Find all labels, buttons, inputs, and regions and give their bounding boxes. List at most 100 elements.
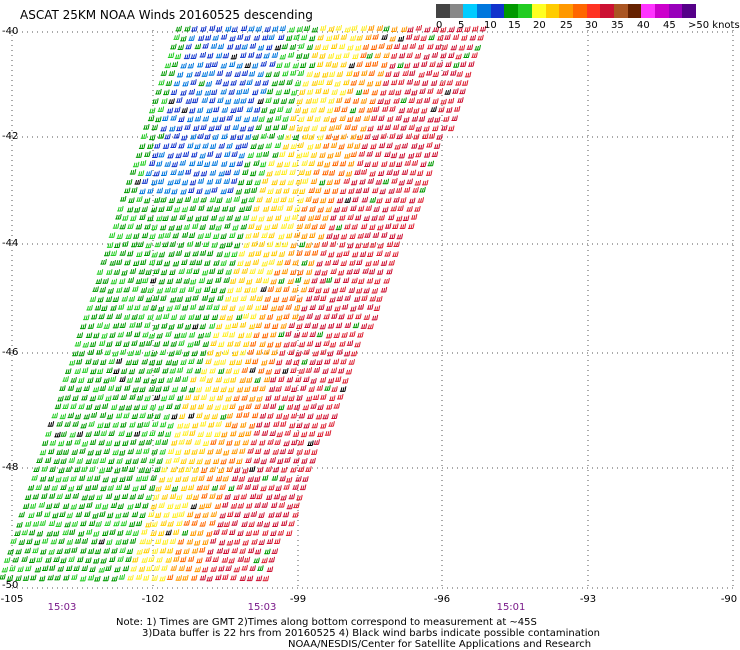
wind-barb bbox=[188, 35, 195, 41]
wind-barb bbox=[339, 89, 347, 96]
wind-barb bbox=[303, 278, 310, 285]
wind-barb bbox=[213, 529, 220, 535]
wind-barb bbox=[362, 187, 370, 193]
wind-barb bbox=[143, 350, 151, 357]
wind-barb bbox=[99, 286, 106, 293]
wind-barb bbox=[288, 520, 295, 527]
wind-barb bbox=[151, 448, 158, 455]
wind-barb bbox=[287, 448, 295, 455]
wind-barb bbox=[204, 89, 212, 96]
wind-barb bbox=[301, 259, 308, 266]
wind-barb bbox=[224, 98, 232, 105]
wind-barb bbox=[126, 206, 134, 213]
wind-barb bbox=[440, 52, 447, 59]
wind-barb bbox=[381, 232, 388, 238]
wind-barb bbox=[376, 269, 384, 275]
wind-barb bbox=[180, 359, 187, 365]
wind-barb bbox=[292, 431, 300, 437]
wind-barb bbox=[220, 413, 227, 420]
wind-barb bbox=[148, 511, 155, 517]
wind-barb bbox=[95, 278, 103, 284]
wind-barb bbox=[389, 133, 396, 139]
wind-barb bbox=[226, 241, 233, 248]
wind-barb bbox=[186, 267, 193, 274]
wind-barb bbox=[184, 394, 192, 400]
wind-barb bbox=[286, 205, 293, 211]
wind-barb bbox=[317, 431, 324, 437]
wind-barb bbox=[39, 449, 47, 456]
wind-barb bbox=[116, 233, 124, 239]
wind-barb bbox=[261, 332, 269, 339]
wind-barb bbox=[136, 422, 144, 428]
wind-barb bbox=[340, 61, 347, 68]
wind-barb bbox=[215, 448, 223, 454]
wind-barb bbox=[247, 52, 255, 58]
wind-barb bbox=[247, 152, 255, 158]
wind-barb bbox=[78, 503, 86, 510]
wind-barb bbox=[184, 196, 192, 202]
wind-barb bbox=[201, 97, 209, 103]
wind-barb bbox=[202, 115, 210, 122]
wind-barb bbox=[296, 250, 303, 256]
wind-barb bbox=[89, 439, 97, 445]
wind-barb bbox=[264, 26, 271, 32]
wind-barb bbox=[255, 322, 262, 328]
wind-barb bbox=[223, 377, 230, 384]
wind-barb bbox=[301, 358, 308, 365]
wind-barb bbox=[185, 296, 192, 302]
wind-barb bbox=[192, 125, 200, 131]
wind-barb bbox=[155, 359, 163, 366]
wind-barb bbox=[168, 394, 175, 400]
wind-barb bbox=[136, 251, 143, 257]
wind-barb bbox=[297, 70, 305, 76]
wind-barb bbox=[339, 160, 347, 167]
wind-barb bbox=[374, 278, 381, 285]
wind-barb bbox=[190, 79, 197, 85]
wind-barb bbox=[188, 412, 195, 419]
wind-barb bbox=[60, 431, 67, 437]
wind-barb bbox=[74, 466, 81, 473]
wind-barb bbox=[176, 125, 183, 132]
wind-barb bbox=[158, 502, 165, 508]
wind-barb bbox=[79, 447, 86, 454]
colorbar-label: 20 bbox=[533, 20, 546, 31]
wind-barb bbox=[392, 251, 399, 257]
wind-barb bbox=[278, 278, 285, 284]
wind-barb bbox=[197, 178, 205, 184]
wind-barb bbox=[325, 206, 332, 213]
wind-barb bbox=[112, 223, 120, 229]
wind-barb bbox=[267, 188, 274, 194]
wind-barb bbox=[204, 133, 211, 140]
wind-barb bbox=[224, 493, 231, 500]
wind-barb bbox=[253, 457, 261, 464]
wind-barb bbox=[244, 260, 251, 267]
wind-barb bbox=[142, 502, 149, 509]
wind-barb bbox=[220, 386, 227, 393]
wind-barb bbox=[429, 61, 436, 67]
wind-barb bbox=[241, 564, 248, 571]
wind-barb bbox=[241, 267, 249, 274]
wind-barb bbox=[168, 323, 175, 330]
wind-barb bbox=[312, 350, 319, 357]
wind-barb bbox=[356, 61, 363, 67]
wind-barb bbox=[265, 44, 273, 51]
wind-barb bbox=[192, 197, 200, 203]
wind-barb bbox=[233, 566, 241, 573]
wind-barb bbox=[388, 214, 395, 221]
wind-barb bbox=[186, 241, 194, 247]
wind-barb bbox=[360, 168, 368, 175]
wind-barb bbox=[290, 89, 298, 96]
wind-barb bbox=[351, 223, 358, 230]
wind-barb bbox=[288, 322, 296, 329]
wind-barb bbox=[150, 474, 157, 481]
wind-barb bbox=[112, 296, 120, 302]
wind-barb bbox=[145, 340, 153, 346]
wind-barb bbox=[456, 71, 463, 77]
wind-barb bbox=[357, 232, 364, 239]
wind-barb bbox=[392, 124, 400, 130]
wind-barb bbox=[301, 331, 309, 338]
wind-barb bbox=[56, 548, 63, 555]
wind-barb bbox=[298, 412, 306, 419]
wind-barb bbox=[307, 440, 314, 446]
wind-barb bbox=[282, 143, 290, 150]
